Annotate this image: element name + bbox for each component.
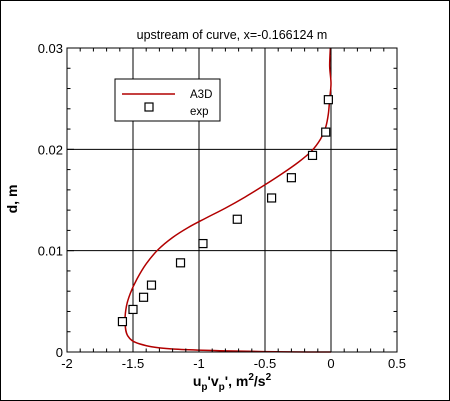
x-tick-label: -1 [193,356,205,371]
chart-title: upstream of curve, x=-0.166124 m [137,28,328,42]
exp-data-point [286,173,296,183]
series-line-a3d [124,47,332,353]
exp-data-point [146,280,157,290]
exp-data-point [321,127,331,137]
exp-data-point [267,193,277,203]
exp-data-point [128,304,138,315]
exp-data-point [307,150,318,161]
y-tick-label: 0.02 [38,142,63,157]
legend-label-a3d: A3D [190,89,212,101]
x-tick-label: 0 [327,356,334,371]
legend-marker-sample [144,102,154,112]
legend-box [114,78,221,122]
y-tick-label: 0 [56,345,63,360]
plot-border [66,47,398,353]
ticks-layer [66,47,398,353]
x-tick-label: 0.5 [388,356,406,371]
x-tick-labels: -2 -1.5 -1 -0.5 0 0.5 [61,356,406,371]
x-tick-label: -1.5 [122,356,144,371]
x-axis-title: up'vp', m2/s2 [193,372,272,393]
exp-data-point [323,95,333,105]
y-tick-labels: 0 0.01 0.02 0.03 [38,41,63,360]
points-layer [117,95,333,327]
x-tick-label: -2 [61,356,73,371]
legend-label-exp: exp [190,106,209,118]
curve-layer [124,47,332,353]
exp-data-point [117,317,128,327]
y-tick-label: 0.01 [38,244,63,259]
exp-data-point [232,214,242,224]
y-axis-title: d, m [4,185,20,214]
legend: A3D exp [114,78,221,122]
exp-data-point [198,238,208,249]
x-tick-label: -0.5 [254,356,276,371]
exp-data-point [175,258,186,268]
exp-data-point [138,292,149,302]
y-tick-label: 0.03 [38,41,63,56]
